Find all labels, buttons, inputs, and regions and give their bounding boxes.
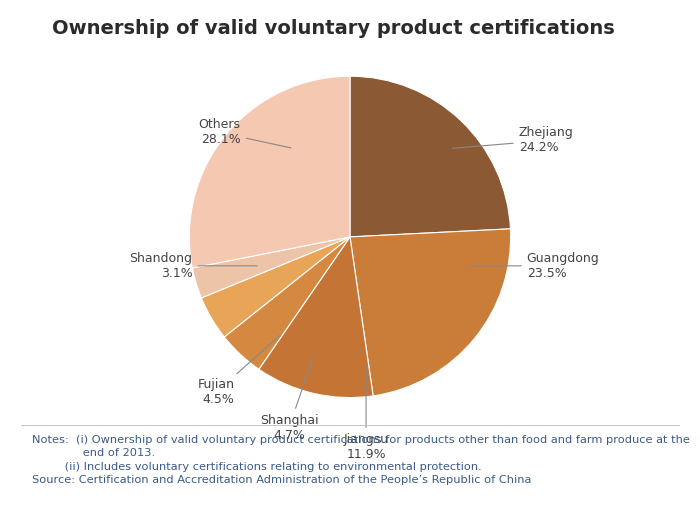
Text: Others
28.1%: Others 28.1% (199, 118, 291, 148)
Wedge shape (350, 76, 510, 237)
Text: Notes:  (i) Ownership of valid voluntary product certifications for products oth: Notes: (i) Ownership of valid voluntary … (32, 435, 690, 485)
Text: Ownership of valid voluntary product certifications: Ownership of valid voluntary product cer… (52, 19, 615, 38)
Text: Guangdong
23.5%: Guangdong 23.5% (468, 252, 599, 280)
Text: Shanghai
4.7%: Shanghai 4.7% (260, 355, 318, 442)
Wedge shape (189, 76, 350, 268)
Wedge shape (224, 237, 350, 369)
Wedge shape (193, 237, 350, 298)
Text: Jiangsu
11.9%: Jiangsu 11.9% (344, 365, 388, 461)
Text: Fujian
4.5%: Fujian 4.5% (197, 335, 281, 406)
Wedge shape (202, 237, 350, 337)
Text: Shandong
3.1%: Shandong 3.1% (130, 252, 257, 280)
Wedge shape (350, 229, 511, 396)
Wedge shape (259, 237, 373, 398)
Text: Zhejiang
24.2%: Zhejiang 24.2% (452, 127, 573, 154)
